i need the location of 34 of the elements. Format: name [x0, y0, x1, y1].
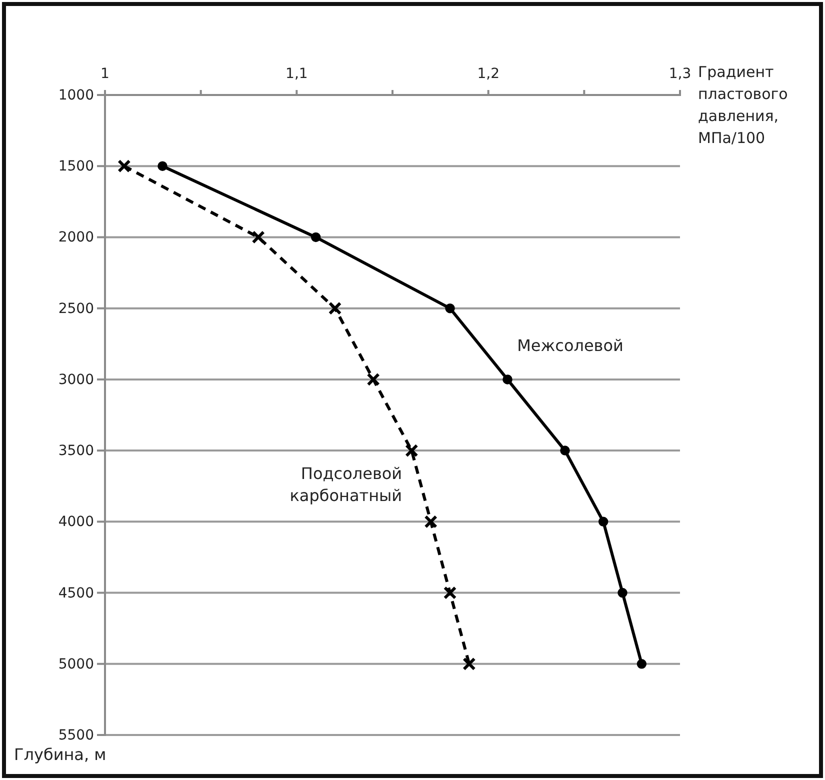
point: [118, 159, 131, 173]
point: [443, 586, 457, 600]
y-tick-label: 1000: [58, 87, 94, 104]
y-tick-label: 3000: [58, 372, 94, 388]
point: [252, 230, 265, 244]
x-tick-label: 1,2: [477, 66, 500, 82]
x-tick-label: 1,1: [286, 66, 308, 82]
x-tick-label: 1,3: [668, 66, 692, 82]
x-tick-label: 1: [100, 66, 110, 82]
point: [366, 372, 380, 386]
x-axis-title: Градиент пластового давления, МПа/100: [698, 63, 788, 147]
point: [328, 302, 342, 315]
series-label: Подсолевой карбонатный: [290, 464, 402, 505]
point: [158, 161, 168, 171]
point: [598, 516, 608, 527]
point: [462, 657, 476, 671]
series-label: Межсолевой: [517, 336, 624, 355]
point: [405, 444, 418, 458]
y-tick-label: 5000: [58, 656, 94, 672]
y-tick-label: 5500: [58, 727, 94, 744]
point: [424, 515, 438, 528]
y-tick-label: 2000: [58, 230, 94, 246]
point: [445, 303, 455, 314]
point: [310, 232, 321, 242]
y-tick-label: 1500: [58, 158, 94, 175]
y-axis-title: Глубина, м: [14, 744, 106, 764]
point: [560, 446, 570, 456]
y-tick-label: 2500: [58, 300, 94, 317]
point: [636, 659, 647, 669]
point: [618, 588, 628, 598]
y-tick-label: 4500: [58, 585, 94, 602]
y-tick-label: 3500: [58, 443, 94, 460]
y-tick-label: 4000: [58, 514, 94, 530]
point: [502, 374, 512, 384]
